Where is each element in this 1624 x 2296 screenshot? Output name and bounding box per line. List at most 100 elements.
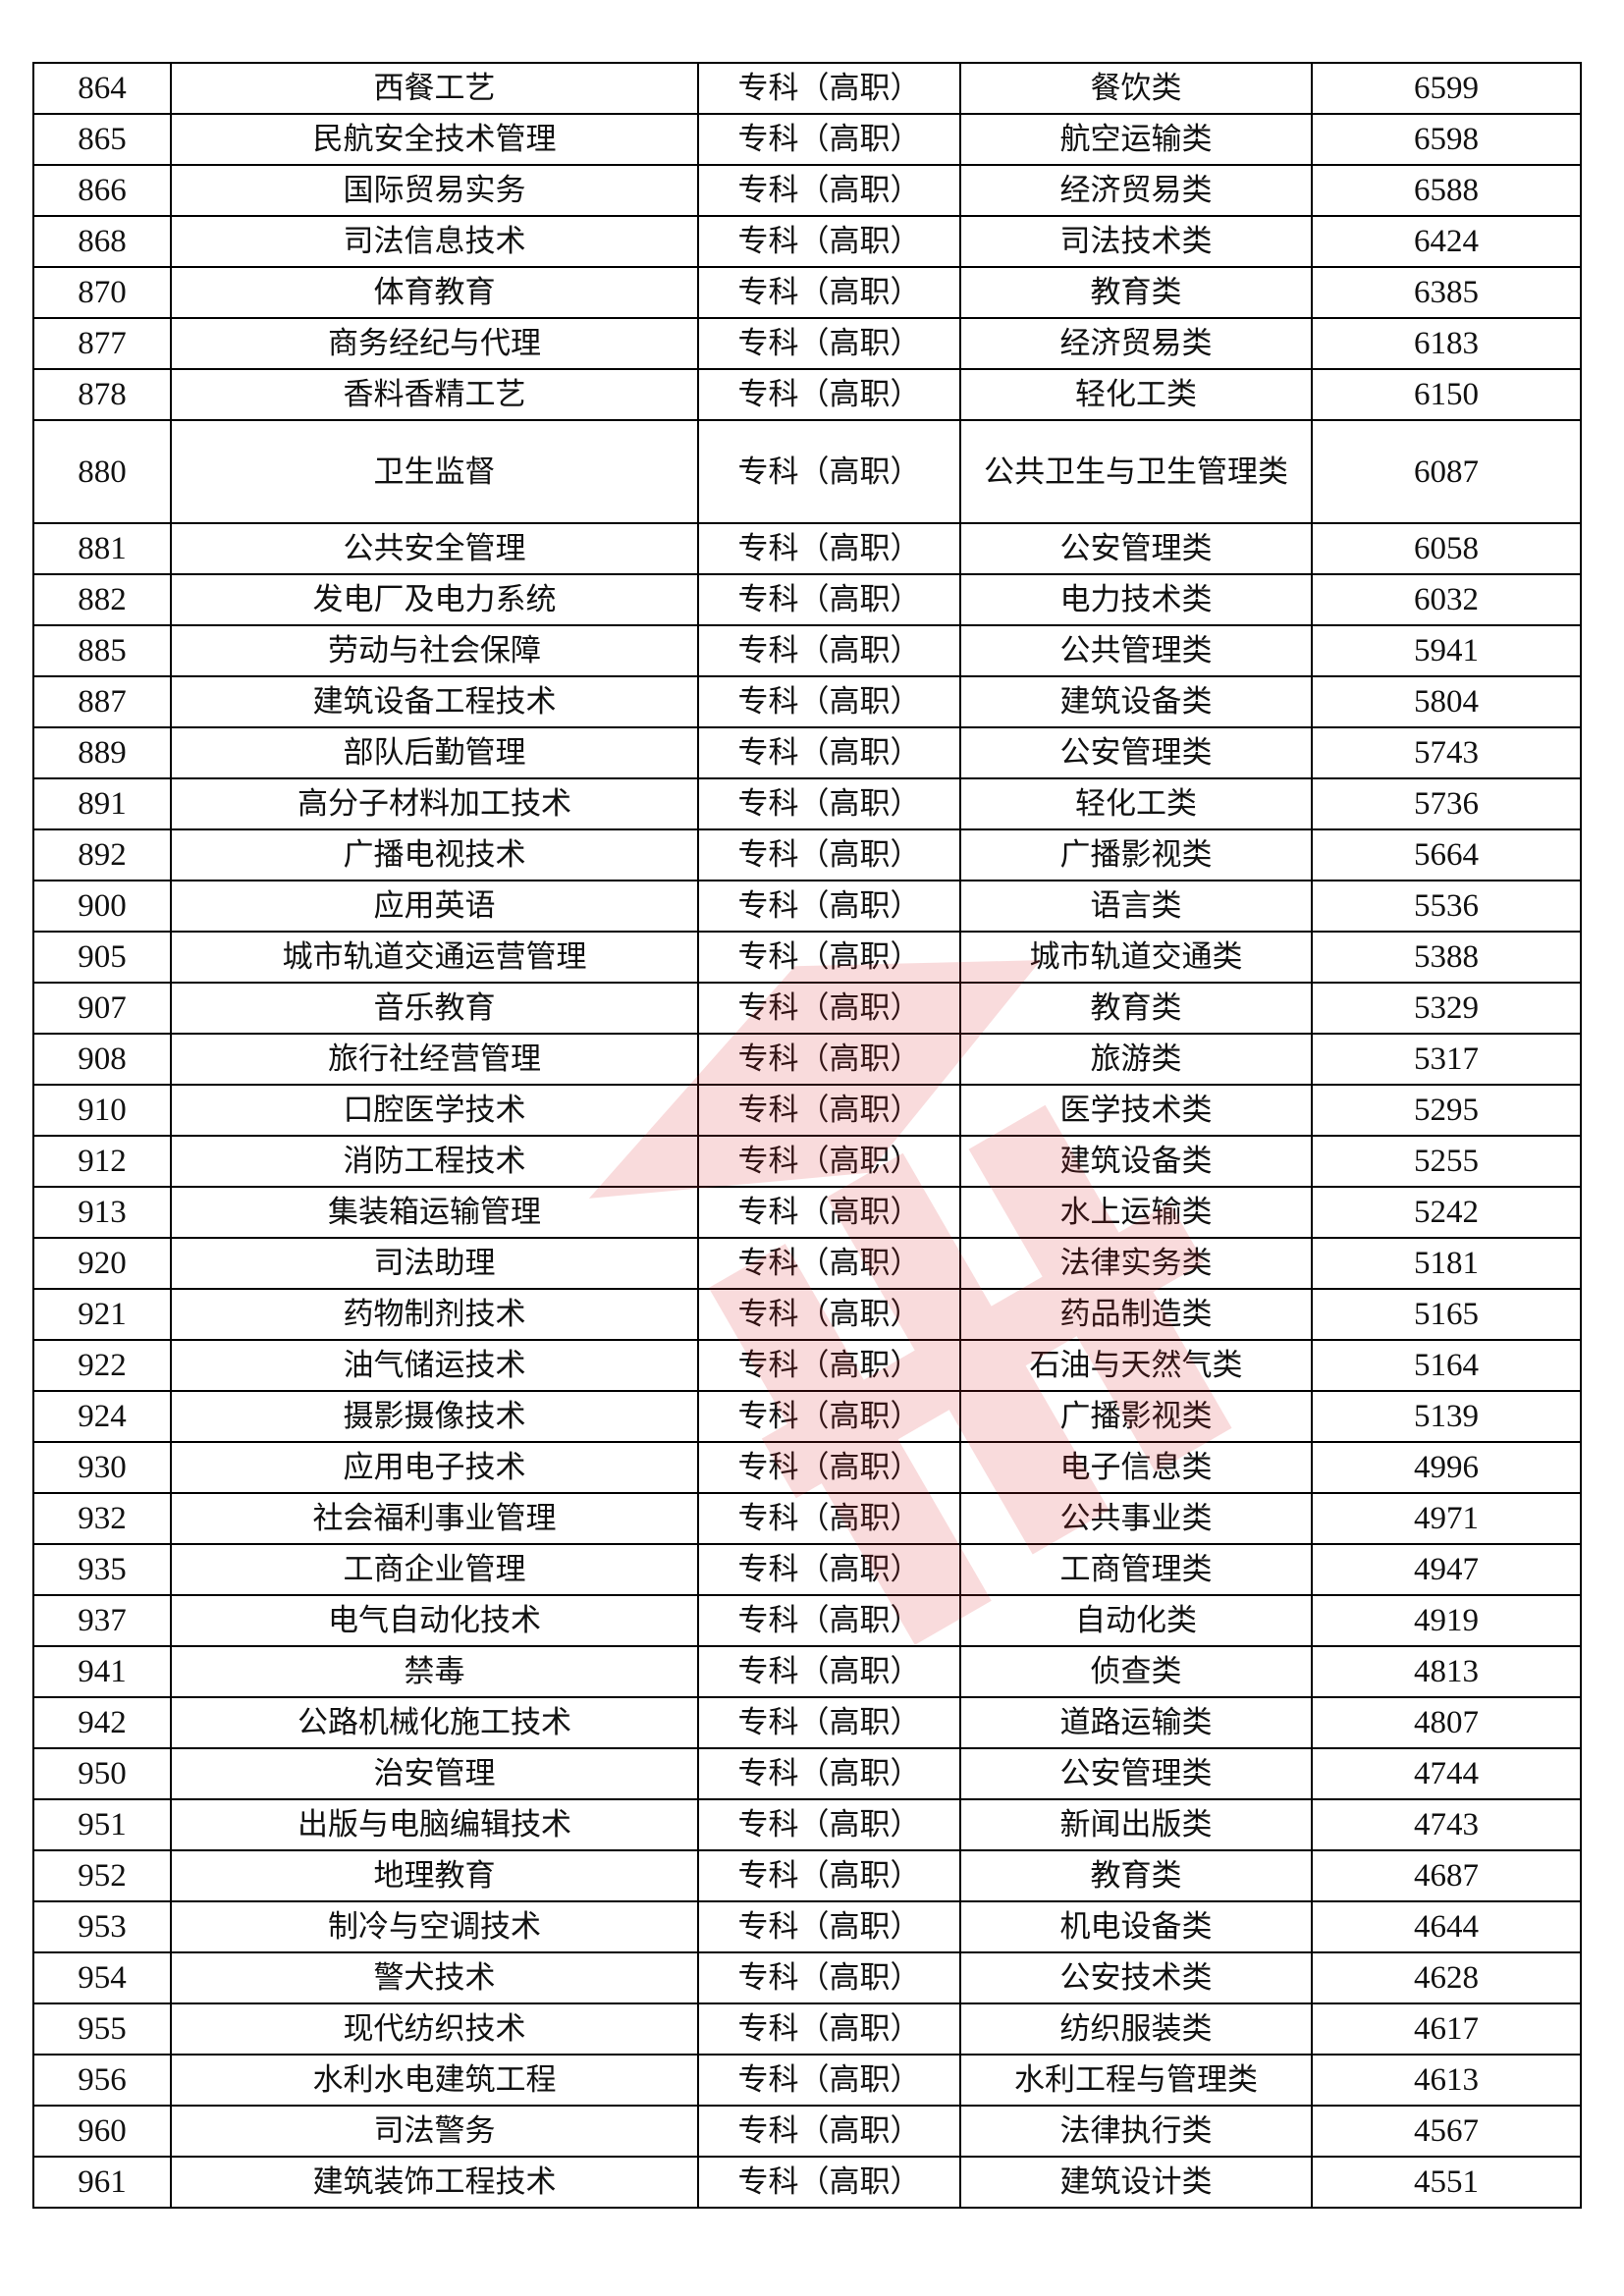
cell-major-name: 劳动与社会保障 (170, 624, 699, 677)
table-row: 955 现代纺织技术 专科（高职） 纺织服装类 4617 (32, 2002, 1582, 2056)
cell-score: 4971 (1311, 1492, 1582, 1545)
cell-category: 教育类 (959, 1849, 1313, 1902)
cell-score: 5536 (1311, 880, 1582, 933)
cell-category: 电力技术类 (959, 573, 1313, 626)
cell-code: 932 (32, 1492, 172, 1545)
cell-level: 专科（高职） (697, 368, 961, 421)
cell-category: 轻化工类 (959, 777, 1313, 830)
cell-code: 950 (32, 1747, 172, 1800)
cell-major-name: 部队后勤管理 (170, 726, 699, 779)
cell-major-name: 司法信息技术 (170, 215, 699, 268)
cell-major-name: 口腔医学技术 (170, 1084, 699, 1137)
table-row: 913 集装箱运输管理 专科（高职） 水上运输类 5242 (32, 1186, 1582, 1239)
cell-code: 961 (32, 2156, 172, 2209)
cell-major-name: 高分子材料加工技术 (170, 777, 699, 830)
cell-code: 892 (32, 828, 172, 881)
table-row: 905 城市轨道交通运营管理 专科（高职） 城市轨道交通类 5388 (32, 931, 1582, 984)
cell-level: 专科（高职） (697, 573, 961, 626)
cell-major-name: 国际贸易实务 (170, 164, 699, 217)
cell-category: 建筑设备类 (959, 675, 1313, 728)
table-row: 912 消防工程技术 专科（高职） 建筑设备类 5255 (32, 1135, 1582, 1188)
cell-category: 纺织服装类 (959, 2002, 1313, 2056)
table-row: 951 出版与电脑编辑技术 专科（高职） 新闻出版类 4743 (32, 1798, 1582, 1851)
cell-score: 6598 (1311, 113, 1582, 166)
cell-code: 953 (32, 1900, 172, 1953)
cell-category: 公共事业类 (959, 1492, 1313, 1545)
table-row: 885 劳动与社会保障 专科（高职） 公共管理类 5941 (32, 624, 1582, 677)
cell-code: 954 (32, 1951, 172, 2004)
cell-level: 专科（高职） (697, 1594, 961, 1647)
cell-score: 4617 (1311, 2002, 1582, 2056)
cell-code: 885 (32, 624, 172, 677)
cell-major-name: 香料香精工艺 (170, 368, 699, 421)
cell-major-name: 城市轨道交通运营管理 (170, 931, 699, 984)
document-page: 864 西餐工艺 专科（高职） 餐饮类 6599 865 民航安全技术管理 专科（高职） 航空运… (32, 62, 1582, 2209)
cell-major-name: 油气储运技术 (170, 1339, 699, 1392)
cell-level: 专科（高职） (697, 1084, 961, 1137)
cell-category: 经济贸易类 (959, 164, 1313, 217)
cell-score: 5295 (1311, 1084, 1582, 1137)
table-row: 953 制冷与空调技术 专科（高职） 机电设备类 4644 (32, 1900, 1582, 1953)
cell-category: 电子信息类 (959, 1441, 1313, 1494)
table-row: 889 部队后勤管理 专科（高职） 公安管理类 5743 (32, 726, 1582, 779)
cell-level: 专科（高职） (697, 1900, 961, 1953)
cell-code: 887 (32, 675, 172, 728)
table-row: 941 禁毒 专科（高职） 侦查类 4813 (32, 1645, 1582, 1698)
cell-code: 870 (32, 266, 172, 319)
cell-category: 司法技术类 (959, 215, 1313, 268)
cell-category: 城市轨道交通类 (959, 931, 1313, 984)
cell-category: 新闻出版类 (959, 1798, 1313, 1851)
cell-level: 专科（高职） (697, 2105, 961, 2158)
cell-category: 法律实务类 (959, 1237, 1313, 1290)
table-row: 865 民航安全技术管理 专科（高职） 航空运输类 6598 (32, 113, 1582, 166)
cell-level: 专科（高职） (697, 1798, 961, 1851)
cell-level: 专科（高职） (697, 1339, 961, 1392)
cell-score: 4613 (1311, 2054, 1582, 2107)
cell-level: 专科（高职） (697, 931, 961, 984)
cell-code: 921 (32, 1288, 172, 1341)
cell-level: 专科（高职） (697, 1390, 961, 1443)
cell-level: 专科（高职） (697, 726, 961, 779)
cell-score: 5664 (1311, 828, 1582, 881)
cell-major-name: 集装箱运输管理 (170, 1186, 699, 1239)
cell-category: 建筑设备类 (959, 1135, 1313, 1188)
cell-score: 5329 (1311, 982, 1582, 1035)
cell-level: 专科（高职） (697, 1645, 961, 1698)
cell-score: 5164 (1311, 1339, 1582, 1392)
cell-code: 935 (32, 1543, 172, 1596)
cell-score: 6599 (1311, 62, 1582, 115)
table-row: 900 应用英语 专科（高职） 语言类 5536 (32, 880, 1582, 933)
cell-code: 910 (32, 1084, 172, 1137)
cell-score: 4813 (1311, 1645, 1582, 1698)
cell-level: 专科（高职） (697, 266, 961, 319)
cell-category: 广播影视类 (959, 828, 1313, 881)
cell-code: 955 (32, 2002, 172, 2056)
cell-category: 公共卫生与卫生管理类 (959, 419, 1313, 524)
cell-major-name: 旅行社经营管理 (170, 1033, 699, 1086)
cell-score: 5139 (1311, 1390, 1582, 1443)
cell-major-name: 公共安全管理 (170, 522, 699, 575)
cell-level: 专科（高职） (697, 522, 961, 575)
cell-code: 912 (32, 1135, 172, 1188)
table-row: 908 旅行社经营管理 专科（高职） 旅游类 5317 (32, 1033, 1582, 1086)
cell-code: 960 (32, 2105, 172, 2158)
cell-category: 公安技术类 (959, 1951, 1313, 2004)
cell-level: 专科（高职） (697, 828, 961, 881)
table-row: 870 体育教育 专科（高职） 教育类 6385 (32, 266, 1582, 319)
cell-score: 5388 (1311, 931, 1582, 984)
cell-code: 865 (32, 113, 172, 166)
table-row: 864 西餐工艺 专科（高职） 餐饮类 6599 (32, 62, 1582, 115)
cell-category: 建筑设计类 (959, 2156, 1313, 2209)
cell-major-name: 音乐教育 (170, 982, 699, 1035)
cell-code: 907 (32, 982, 172, 1035)
cell-level: 专科（高职） (697, 777, 961, 830)
cell-level: 专科（高职） (697, 2156, 961, 2209)
table-row: 950 治安管理 专科（高职） 公安管理类 4744 (32, 1747, 1582, 1800)
cell-code: 878 (32, 368, 172, 421)
table-row: 937 电气自动化技术 专科（高职） 自动化类 4919 (32, 1594, 1582, 1647)
cell-category: 公共管理类 (959, 624, 1313, 677)
cell-major-name: 司法警务 (170, 2105, 699, 2158)
cell-level: 专科（高职） (697, 1288, 961, 1341)
cell-level: 专科（高职） (697, 1441, 961, 1494)
cell-score: 5804 (1311, 675, 1582, 728)
